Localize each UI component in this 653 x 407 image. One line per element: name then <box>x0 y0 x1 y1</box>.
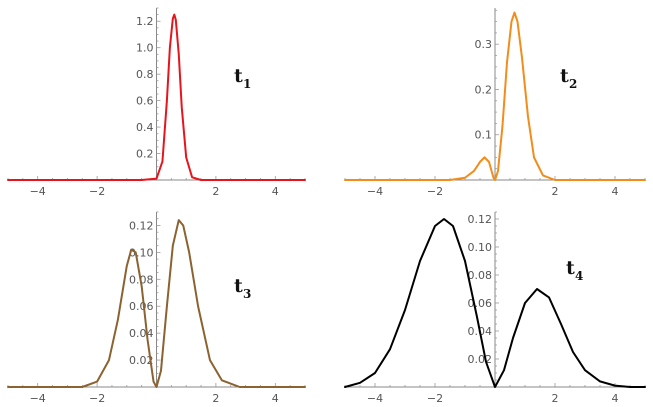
series-line <box>344 218 646 388</box>
x-tick-label: 4 <box>272 185 279 198</box>
y-tick-label: 0.8 <box>136 68 154 81</box>
panel-label-subscript: 3 <box>243 287 251 301</box>
x-tick-label: 4 <box>612 392 619 405</box>
panel-label-subscript: 2 <box>569 77 577 91</box>
x-tick-label: 4 <box>612 185 619 198</box>
series-line <box>7 219 306 388</box>
x-tick-label: −4 <box>367 185 383 198</box>
y-tick-label: 0.08 <box>468 269 493 282</box>
panel-label: t <box>234 275 243 297</box>
x-tick-label: −4 <box>367 392 383 405</box>
y-tick-label: 1.0 <box>136 42 154 55</box>
chart-panel-1: −4 −2 2 4 0.2 0.4 0.6 0.8 1.0 1.2 t 1 <box>7 7 306 198</box>
x-tick-label: 4 <box>272 392 279 405</box>
y-tick-label: 0.10 <box>129 246 154 259</box>
x-tick-label: −4 <box>30 185 46 198</box>
y-tick-label: 0.6 <box>136 95 154 108</box>
y-tick-label: 0.2 <box>475 83 493 96</box>
x-tick-label: −2 <box>89 185 105 198</box>
x-tick-label: 2 <box>552 392 559 405</box>
x-tick-label: −2 <box>89 392 105 405</box>
panel-label-subscript: 4 <box>575 269 583 283</box>
chart-panel-3: −4 −2 2 40.020.040.060.080.100.12t 3 <box>7 211 306 405</box>
y-tick-label: 0.02 <box>468 353 493 366</box>
y-tick-label: 0.12 <box>468 213 493 226</box>
y-tick-label: 0.1 <box>475 129 493 142</box>
y-tick-label: 1.2 <box>136 15 154 28</box>
y-tick-label: 0.06 <box>468 297 493 310</box>
y-tick-label: 0.4 <box>136 121 154 134</box>
chart-panel-4: −4 −2 2 40.020.040.060.080.100.12t 4 <box>344 211 646 405</box>
series-line <box>344 11 646 181</box>
y-tick-label: 0.04 <box>129 327 154 340</box>
panel-label: t <box>566 257 575 279</box>
x-tick-label: −2 <box>427 392 443 405</box>
y-tick-label: 0.2 <box>136 148 154 161</box>
panel-label: t <box>560 65 569 87</box>
y-tick-label: 0.3 <box>475 38 493 51</box>
x-tick-label: 2 <box>552 185 559 198</box>
chart-panel-2: −4 −2 2 40.10.20.3t 2 <box>344 8 646 198</box>
panel-label: t <box>234 65 243 87</box>
x-tick-label: −2 <box>427 185 443 198</box>
y-tick-label: 0.12 <box>129 219 154 232</box>
panel-label-subscript: 1 <box>243 77 251 91</box>
x-tick-label: −4 <box>30 392 46 405</box>
y-tick-label: 0.02 <box>129 354 154 367</box>
y-tick-label: 0.06 <box>129 300 154 313</box>
series-line <box>7 13 306 181</box>
x-tick-label: 2 <box>212 392 219 405</box>
x-tick-label: 2 <box>212 185 219 198</box>
y-tick-label: 0.10 <box>468 241 493 254</box>
